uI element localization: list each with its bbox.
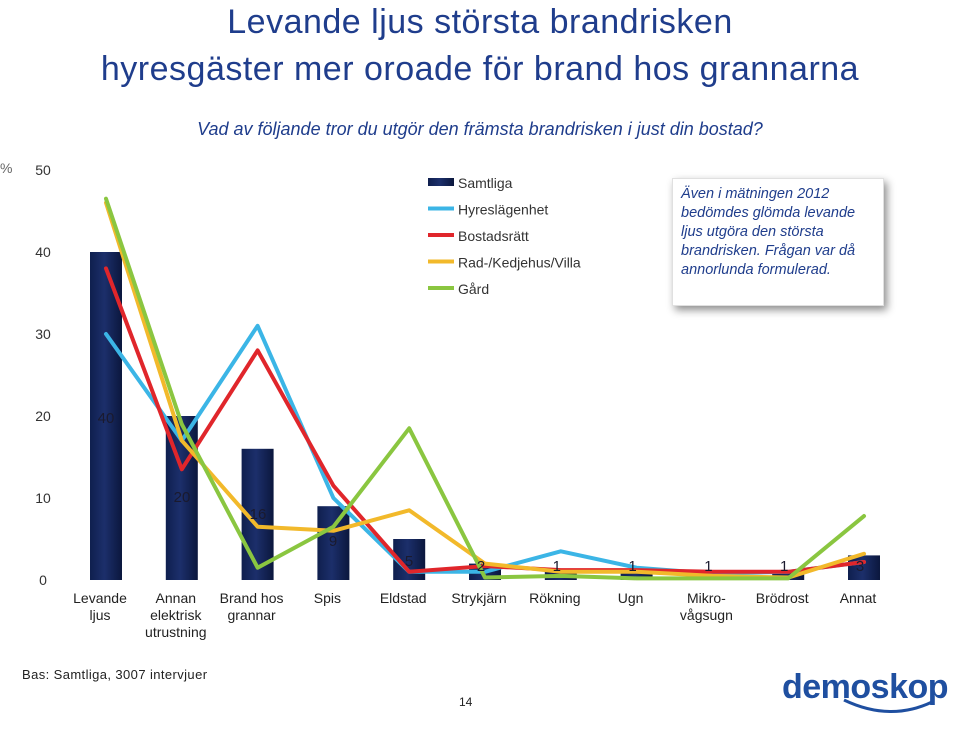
legend-label: Rad-/Kedjehus/Villa: [458, 255, 581, 271]
x-category-label: ljus: [89, 607, 110, 623]
legend-label: Samtliga: [458, 175, 513, 191]
bar-value-label: 1: [628, 558, 636, 575]
x-category-label: Annat: [840, 590, 877, 606]
page-number: 14: [459, 695, 473, 709]
bar-samtliga: [620, 571, 653, 580]
legend-swatch-bar: [428, 178, 454, 186]
bar-value-label: 1: [704, 558, 712, 575]
page-title-line-1: Levande ljus största brandrisken: [227, 3, 733, 41]
y-tick-label: 20: [35, 408, 51, 424]
page-title-line-2: hyresgäster mer oroade för brand hos gra…: [100, 50, 860, 88]
bar-value-label: 1: [780, 558, 788, 575]
bar-value-label: 20: [174, 489, 191, 506]
line-series: [104, 323, 866, 576]
legend-label: Bostadsrätt: [458, 228, 529, 244]
bar-value-label: 40: [98, 410, 115, 427]
line-series: [104, 196, 866, 581]
note-box: Även i mätningen 2012 bedömdes glömda le…: [672, 178, 884, 306]
y-tick-label: 30: [35, 326, 51, 342]
demoskop-logo: demoskop: [782, 668, 949, 706]
bar-value-label: 16: [250, 506, 267, 523]
base-footnote: Bas: Samtliga, 3007 intervjuer: [22, 667, 208, 682]
line-series: [104, 266, 866, 574]
x-category-label: Ugn: [618, 590, 644, 606]
bar-samtliga: [317, 506, 350, 580]
y-tick-label: 40: [35, 244, 51, 260]
x-category-label: grannar: [227, 607, 276, 623]
x-category-label: Brand hos: [220, 590, 284, 606]
x-category-label: Brödrost: [756, 590, 809, 606]
x-category-label: utrustning: [145, 624, 206, 640]
bar-value-label: 9: [329, 533, 337, 550]
bar-value-label: 2: [477, 558, 485, 575]
y-tick-label: 0: [39, 572, 47, 588]
bar-value-label: 1: [553, 558, 561, 575]
y-tick-label: 50: [35, 162, 51, 178]
bar-samtliga: [90, 252, 122, 580]
legend-label: Gård: [458, 281, 489, 297]
legend-label: Hyreslägenhet: [458, 202, 548, 218]
x-category-label: Rökning: [529, 590, 580, 606]
x-category-label: Strykjärn: [451, 590, 506, 606]
logo-swoosh-icon: [843, 698, 933, 713]
bar-samtliga: [848, 555, 880, 580]
bar-value-label: 3: [856, 558, 864, 575]
x-category-label: Eldstad: [380, 590, 427, 606]
y-tick-label: 10: [35, 490, 51, 506]
x-category-label: Spis: [314, 590, 341, 606]
bar-value-label: 5: [405, 553, 413, 570]
x-category-label: vågsugn: [680, 607, 733, 623]
x-category-label: Mikro-: [687, 590, 726, 606]
survey-question: Vad av följande tror du utgör den främst…: [197, 119, 763, 139]
percent-unit-label: %: [0, 160, 13, 176]
x-category-label: elektrisk: [150, 607, 202, 623]
x-category-label: Annan: [156, 590, 196, 606]
x-category-label: Levande: [73, 590, 127, 606]
